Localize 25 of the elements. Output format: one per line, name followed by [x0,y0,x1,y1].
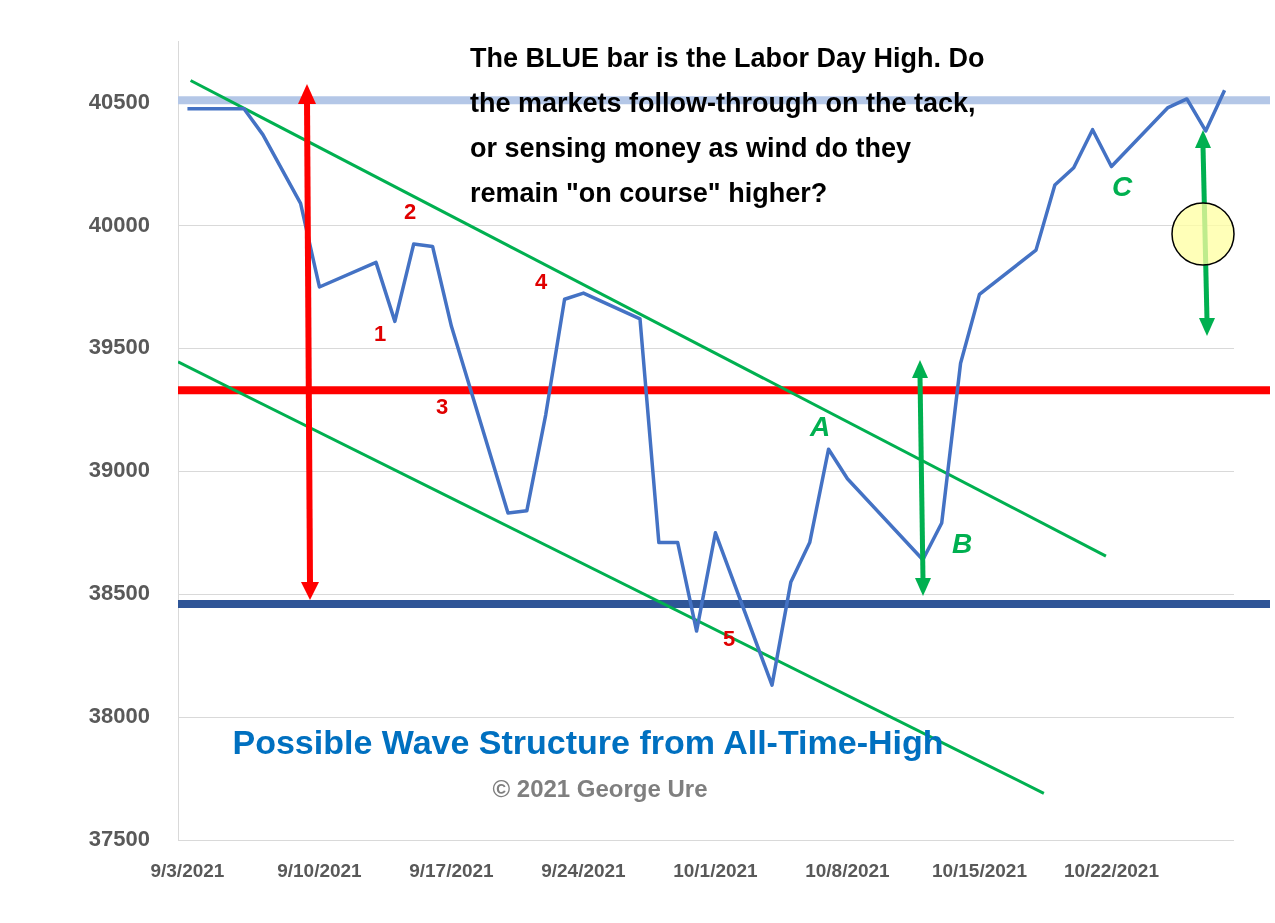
x-tick-label: 10/15/2021 [931,859,1028,881]
x-tick-label: 9/10/2021 [277,859,363,881]
annotation: 2 [403,199,417,225]
text: Possible Wave Structure from All-Time-High [232,723,944,762]
x-tick-label: 9/17/2021 [409,859,495,881]
y-tick-label: 37500 [88,826,150,852]
x-tick-label: 9/3/2021 [150,859,225,881]
y-tick-label: 40000 [88,211,150,237]
annotation: © 2021 George Ure [492,774,708,802]
y-tick-label: 38500 [88,580,150,606]
annotation: A [808,410,831,442]
y-tick-label: 38000 [88,703,150,729]
x-tick-label: 9/24/2021 [541,859,627,881]
annotation: 3 [435,394,449,420]
x-tick-label: 10/22/2021 [1063,859,1160,881]
y-tick-label: 39500 [88,334,150,360]
x-tick-label: 10/8/2021 [805,859,891,881]
annotation: B [951,527,973,559]
y-tick-label: 40500 [88,88,150,114]
y-tick-label: 39000 [88,457,150,483]
annotation: The BLUE bar is the Labor Day High. Do the markets follow-through on the tack, or sensing money as wind do they remain "on course" higher? [470,43,985,209]
annotation: C [1111,170,1133,202]
annotation: 4 [534,269,548,295]
x-tick-label: 10/1/2021 [673,859,759,881]
annotation: 1 [373,321,387,347]
